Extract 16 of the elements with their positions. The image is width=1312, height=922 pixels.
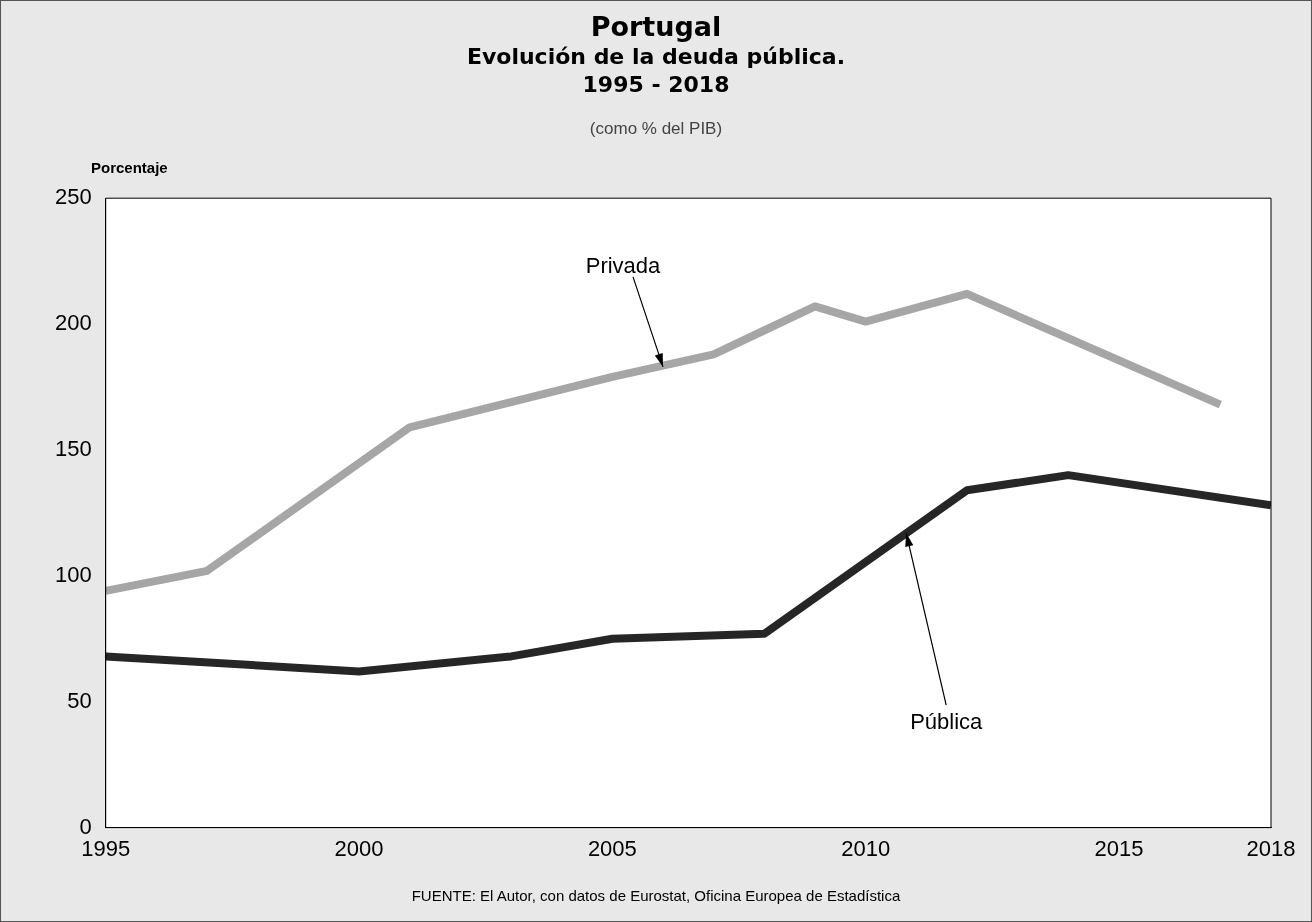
annotation: Pública [910, 709, 984, 735]
annotation: Privada [585, 252, 662, 278]
y-tick-label: 200 [54, 310, 92, 336]
x-tick-label: 2005 [587, 835, 637, 861]
chart-subtitle: (como % del PIB) [588, 119, 724, 139]
y-tick-label: 150 [54, 436, 92, 462]
y-axis-title: Porcentaje [91, 159, 168, 176]
x-tick-label: 2018 [1246, 835, 1296, 861]
x-tick-label: 2015 [1094, 835, 1144, 861]
x-tick-label: 2010 [841, 835, 891, 861]
x-tick-label: 2000 [334, 835, 384, 861]
y-tick-label: 100 [54, 561, 92, 587]
source-note: FUENTE: El Autor, con datos de Eurostat, Oficina Europea de Estadística [410, 887, 902, 904]
y-tick-label: 50 [67, 687, 92, 713]
y-tick-label: 250 [54, 184, 92, 210]
chart-title: Portugal Evolución de la deuda pública. 1995 - 2018 [465, 11, 847, 99]
